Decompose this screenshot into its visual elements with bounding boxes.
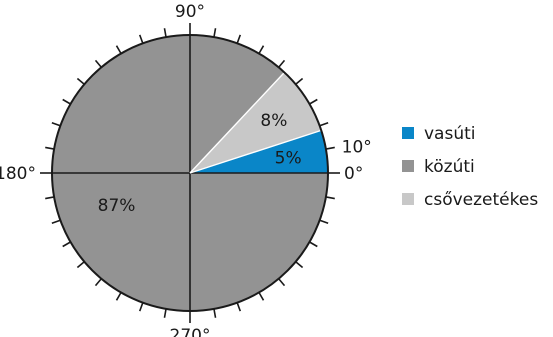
- legend-label-csovezetekes: csővezetékes: [424, 190, 538, 210]
- tick-350: [325, 196, 335, 200]
- tick-40: [295, 77, 304, 85]
- tick-250: [138, 302, 144, 312]
- tick-210: [62, 241, 71, 248]
- tick-310: [278, 278, 286, 287]
- legend: vasúti közúti csővezetékes: [402, 124, 538, 210]
- tick-200: [51, 219, 61, 225]
- angle-label-0: 0°: [344, 164, 363, 184]
- tick-230: [94, 278, 102, 287]
- tick-120: [115, 45, 122, 54]
- angle-label-180: 180°: [0, 164, 36, 184]
- tick-50: [278, 59, 286, 68]
- tick-340: [319, 219, 329, 225]
- value-label-kozuti: 87%: [98, 196, 136, 216]
- slice-value-labels: 5% 8% 87%: [98, 111, 302, 216]
- tick-280: [213, 308, 217, 318]
- tick-10: [325, 146, 335, 150]
- slice-boundary: [189, 129, 322, 174]
- degree-ticks: [40, 23, 340, 323]
- legend-label-kozuti: közúti: [424, 157, 475, 177]
- tick-60: [258, 45, 265, 54]
- slice-boundary: [189, 71, 285, 174]
- legend-label-vasuti: vasúti: [424, 124, 476, 144]
- tick-290: [236, 302, 242, 312]
- tick-240: [115, 292, 122, 301]
- value-label-csovezetekes: 8%: [260, 111, 287, 131]
- tick-100: [163, 28, 167, 38]
- tick-110: [138, 34, 144, 44]
- reference-axes: [52, 35, 328, 311]
- legend-swatch-kozuti: [402, 160, 414, 172]
- legend-swatch-vasuti: [402, 127, 414, 139]
- tick-190: [45, 196, 55, 200]
- slice-csovezetekes: [190, 72, 322, 173]
- tick-260: [163, 308, 167, 318]
- tick-160: [51, 121, 61, 127]
- tick-30: [309, 98, 318, 105]
- value-label-vasuti: 5%: [275, 148, 302, 168]
- tick-130: [94, 59, 102, 68]
- tick-320: [295, 261, 304, 269]
- tick-170: [45, 146, 55, 150]
- tick-70: [236, 34, 242, 44]
- tick-330: [309, 241, 318, 248]
- angle-label-10: 10°: [342, 137, 372, 157]
- tick-140: [76, 77, 85, 85]
- tick-300: [258, 292, 265, 301]
- tick-80: [213, 28, 217, 38]
- angle-labels: 0° 10° 90° 180° 270°: [0, 2, 372, 337]
- angle-label-270: 270°: [170, 326, 211, 337]
- legend-swatch-csovezetekes: [402, 193, 414, 205]
- angle-label-90: 90°: [175, 2, 205, 22]
- tick-20: [319, 121, 329, 127]
- tick-150: [62, 98, 71, 105]
- tick-220: [76, 261, 85, 269]
